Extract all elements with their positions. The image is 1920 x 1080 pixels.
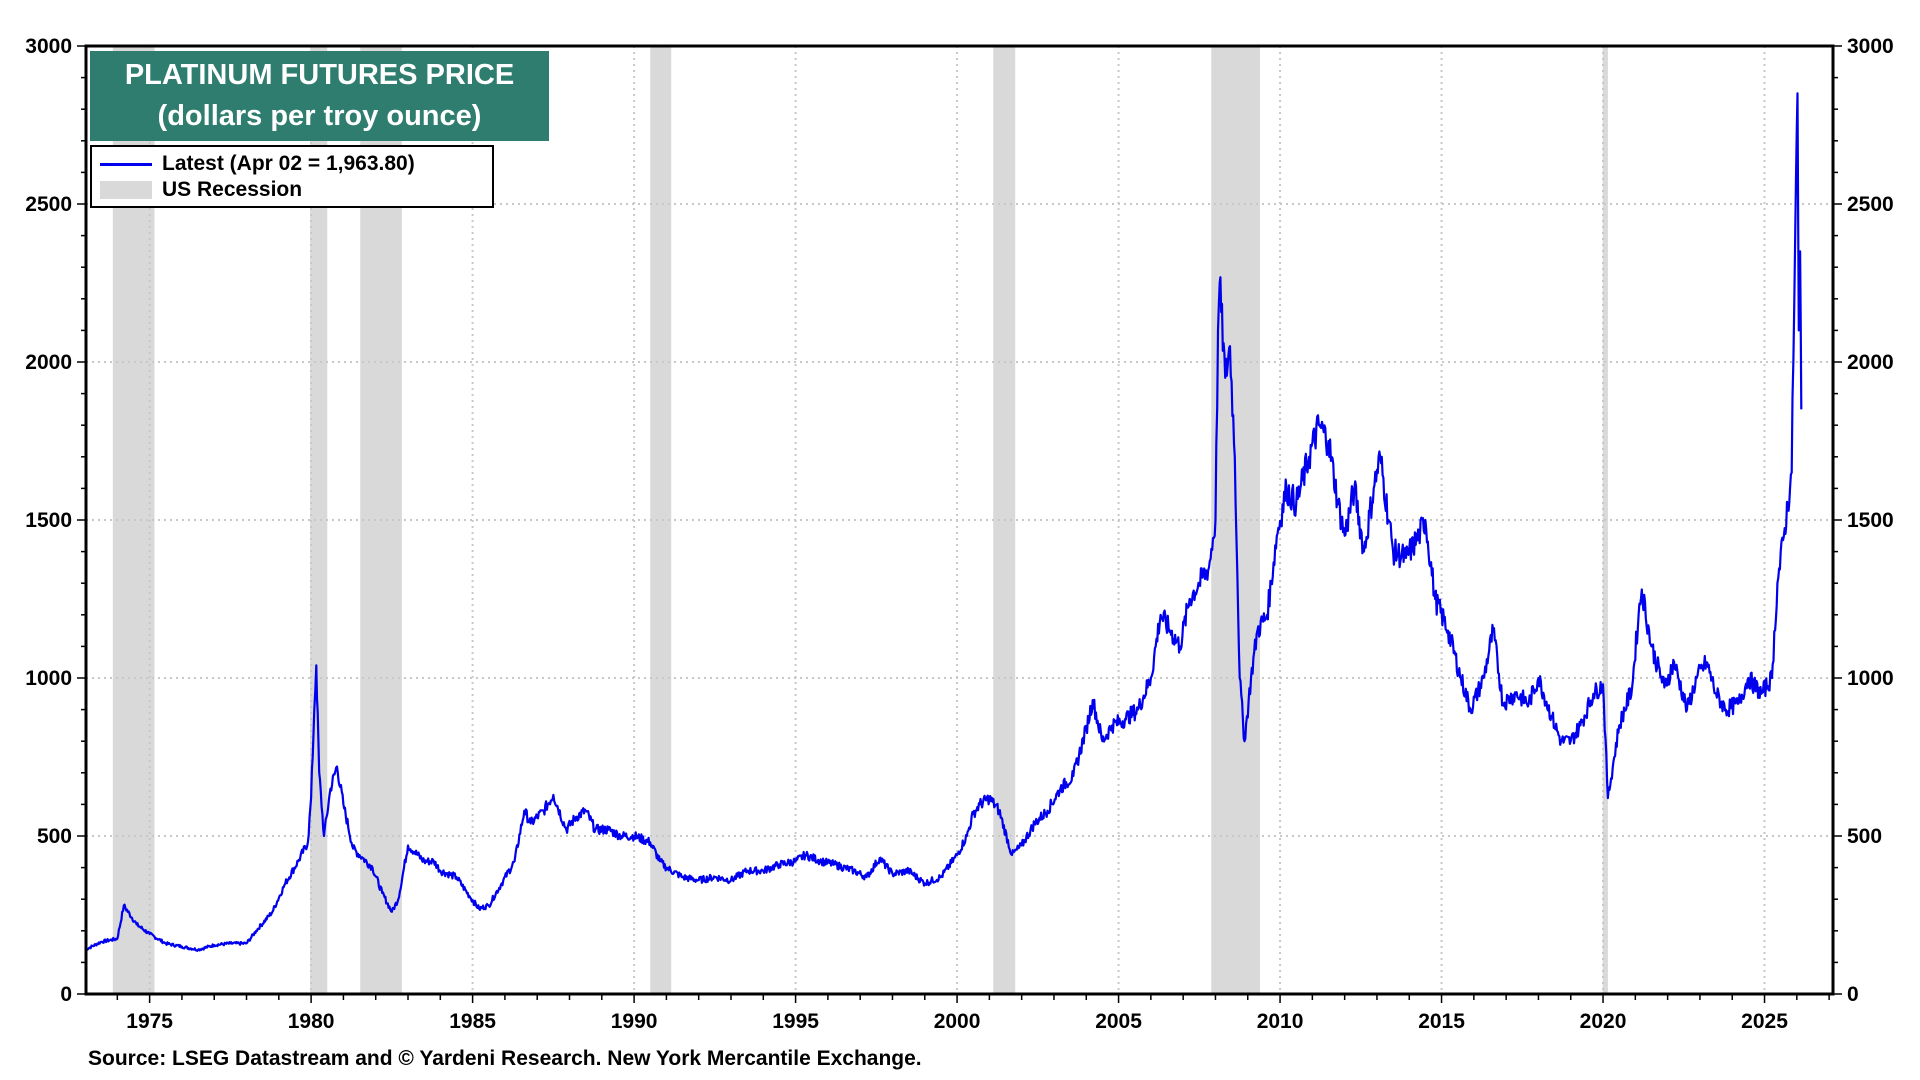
x-tick-label: 1980: [288, 1010, 335, 1033]
axis-ticks: 1975 1980 1985 1990 1995 2000 2005 2010 2015 2020…: [25, 35, 1893, 1033]
x-tick-label: 2005: [1095, 1010, 1142, 1033]
x-tick-label: 2015: [1418, 1010, 1465, 1033]
legend-item-recession: US Recession: [100, 177, 302, 203]
y-tick-label-left: 3000: [25, 35, 72, 58]
y-tick-label-right: 2000: [1847, 351, 1894, 374]
x-tick-label: 2010: [1257, 1010, 1304, 1033]
legend-shade-swatch: [100, 181, 152, 199]
y-tick-label-right: 1500: [1847, 509, 1894, 532]
legend-item-latest: Latest (Apr 02 = 1,963.80): [100, 151, 415, 177]
legend-line-swatch: [100, 162, 152, 166]
y-tick-label-right: 1000: [1847, 667, 1894, 690]
source-note: Source: LSEG Datastream and © Yardeni Re…: [88, 1047, 922, 1070]
y-tick-label-right: 3000: [1847, 35, 1894, 58]
y-tick-label-left: 1000: [25, 667, 72, 690]
x-tick-label: 2000: [934, 1010, 981, 1033]
y-tick-label-left: 2000: [25, 351, 72, 374]
y-tick-label-right: 2500: [1847, 193, 1894, 216]
chart-subtitle: (dollars per troy ounce): [157, 100, 482, 132]
y-tick-label-left: 1500: [25, 509, 72, 532]
recession-band: [310, 46, 328, 994]
x-tick-label: 1985: [449, 1010, 496, 1033]
y-tick-label-left: 2500: [25, 193, 72, 216]
x-tick-label: 1990: [611, 1010, 658, 1033]
x-tick-label: 1995: [772, 1010, 819, 1033]
chart-title: PLATINUM FUTURES PRICE: [124, 59, 515, 91]
x-tick-label: 2020: [1580, 1010, 1627, 1033]
legend-label-latest: Latest (Apr 02 = 1,963.80): [162, 152, 415, 175]
y-tick-label-right: 0: [1847, 983, 1859, 1006]
y-tick-label-left: 500: [37, 825, 72, 848]
chart-title-box: PLATINUM FUTURES PRICE (dollars per troy…: [90, 51, 549, 141]
recession-band: [650, 46, 672, 994]
price-line: [84, 92, 1803, 952]
y-tick-label-right: 500: [1847, 825, 1882, 848]
x-tick-label: 2025: [1741, 1010, 1788, 1033]
legend: Latest (Apr 02 = 1,963.80) US Recession: [90, 145, 494, 208]
y-tick-label-left: 0: [60, 983, 72, 1006]
x-tick-label: 1975: [126, 1010, 173, 1033]
legend-label-recession: US Recession: [162, 178, 303, 201]
